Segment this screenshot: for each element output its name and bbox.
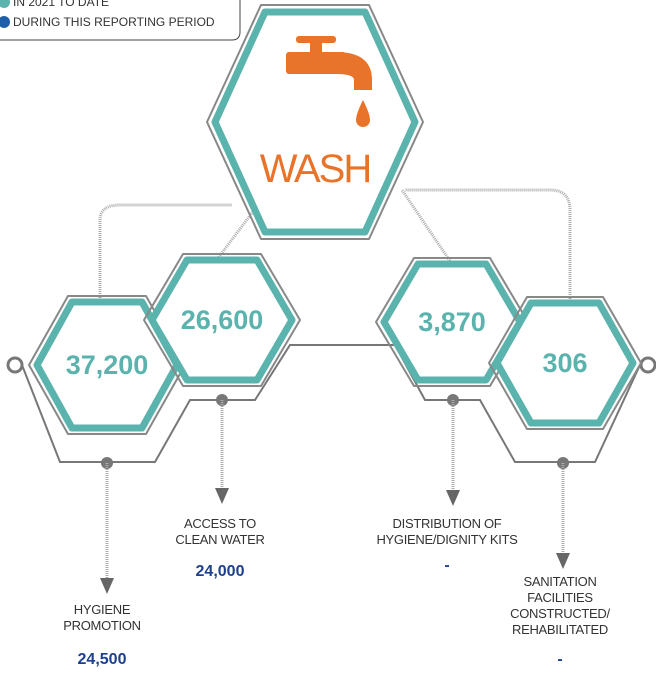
node-label: HYGIENE xyxy=(74,602,131,617)
legend-dot xyxy=(0,0,10,8)
node-label: HYGIENE/DIGNITY KITS xyxy=(376,532,518,547)
connector xyxy=(98,203,232,300)
node-label: FACILITIES xyxy=(527,590,593,605)
node-value: 26,600 xyxy=(181,305,264,335)
node-value: 306 xyxy=(542,348,587,378)
node-value: 37,200 xyxy=(66,350,149,380)
legend-label: IN 2021 TO DATE xyxy=(13,0,109,9)
arrows xyxy=(100,394,570,594)
reporting-value: 24,000 xyxy=(196,563,245,580)
node-label: DISTRIBUTION OF xyxy=(393,516,502,531)
node-label: ACCESS TO xyxy=(184,516,256,531)
connector xyxy=(400,189,454,265)
network-line xyxy=(21,344,641,463)
node-label: REHABILITATED xyxy=(512,622,608,637)
node-label: CONSTRUCTED/ xyxy=(510,606,610,621)
reporting-value: 24,500 xyxy=(78,651,127,668)
node-hex xyxy=(148,256,296,384)
legend-dot xyxy=(0,16,10,28)
legend-label: DURING THIS REPORTING PERIOD xyxy=(13,15,215,29)
reporting-value: - xyxy=(557,651,562,668)
faucet-icon xyxy=(286,36,372,127)
node-label: SANITATION xyxy=(523,574,596,589)
hex-outline xyxy=(206,4,424,240)
node-label: PROMOTION xyxy=(63,618,140,633)
hex-outline xyxy=(488,296,642,430)
node-label: CLEAN WATER xyxy=(175,532,264,547)
node-hex xyxy=(493,299,637,427)
main-title: WASH xyxy=(260,147,371,191)
end-circle xyxy=(639,356,656,374)
node-value: 3,870 xyxy=(418,307,486,337)
legend-box xyxy=(0,0,241,41)
hex-outline xyxy=(143,253,301,387)
reporting-value: - xyxy=(444,557,449,574)
end-circle xyxy=(6,356,24,374)
